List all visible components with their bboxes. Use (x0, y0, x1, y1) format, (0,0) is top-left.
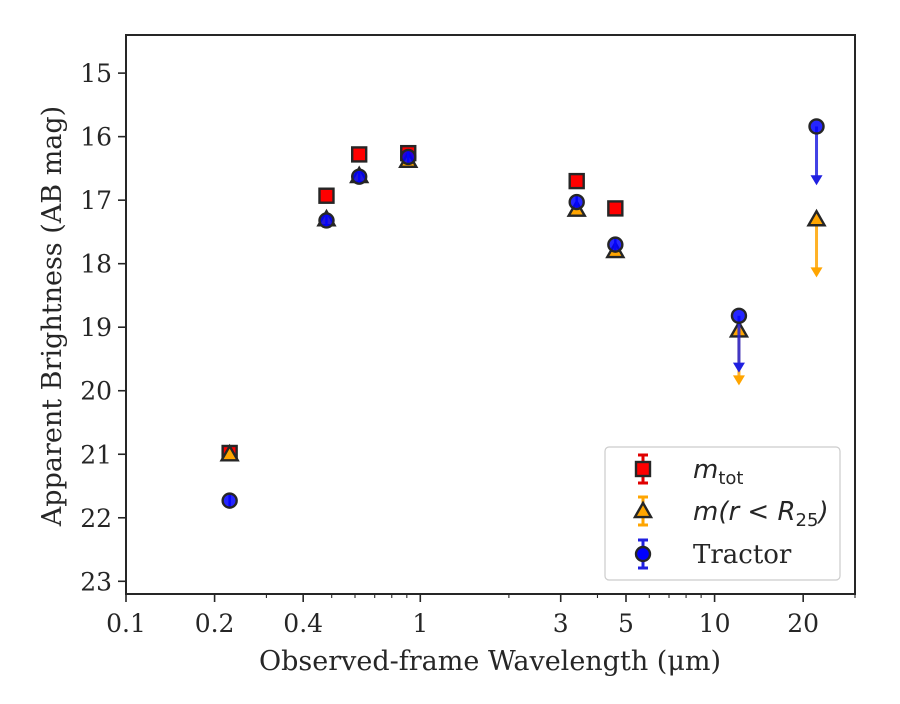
y-tick-label: 18 (80, 250, 112, 279)
data-point-circle (350, 168, 368, 185)
data-point-circle (221, 492, 238, 509)
upper-limit-arrowhead (732, 362, 745, 373)
legend-label: m(r < R25) (693, 497, 829, 531)
marks-layer (219, 118, 827, 509)
data-point-circle (400, 148, 417, 166)
data-point-circle (318, 212, 335, 229)
legend-label: Tractor (693, 540, 792, 570)
data-point-circle (607, 236, 624, 253)
data-point-circle (568, 193, 585, 211)
x-tick-label: 1 (412, 609, 428, 638)
data-point-square (350, 146, 368, 163)
legend-marker-circle (634, 545, 652, 563)
y-tick-label: 19 (80, 313, 112, 342)
series-triangle (219, 150, 827, 462)
data-point-circle (808, 118, 825, 135)
x-tick-label: 3 (553, 609, 569, 638)
legend-frame (604, 446, 841, 581)
x-tick-label: 0.4 (283, 609, 323, 638)
data-point-circle (730, 307, 748, 324)
series-circle (221, 118, 825, 509)
data-point-triangle (806, 208, 827, 227)
y-tick-label: 21 (80, 440, 112, 469)
data-point-square (607, 200, 624, 217)
data-point-square (568, 172, 585, 190)
plot-frame (125, 34, 856, 595)
upper-limit-arrowhead (810, 175, 823, 186)
upper-limit-arrowhead (732, 375, 745, 386)
legend: mtot m(r < R25) Tractor (604, 446, 841, 581)
upper-limit-arrowhead (810, 267, 823, 278)
x-tick-label: 20 (787, 609, 819, 638)
y-axis-label: Apparent Brightness (AB mag) (37, 106, 68, 527)
legend-label: mtot (693, 455, 743, 489)
series-square (221, 144, 624, 462)
x-tick-label: 10 (699, 609, 731, 638)
x-tick-label: 0.1 (106, 609, 146, 638)
y-tick-label: 16 (80, 123, 112, 152)
data-point-square (318, 187, 335, 204)
x-axis-label: Observed-frame Wavelength (μm) (259, 646, 721, 677)
y-tick-label: 23 (80, 567, 112, 596)
y-tick-label: 20 (80, 377, 112, 406)
x-tick-label: 5 (618, 609, 634, 638)
x-tick-label: 0.2 (195, 609, 235, 638)
y-tick-label: 22 (80, 504, 112, 533)
y-tick-label: 17 (80, 186, 112, 215)
legend-marker-triangle (632, 500, 654, 519)
data-point-triangle (219, 443, 240, 462)
legend-marker-square (634, 460, 652, 478)
y-tick-label: 15 (80, 59, 112, 88)
axes-layer: 0.1 0.2 0.4 1 3 5 10 20 15 16 17 18 19 20 21 22 23 (80, 34, 856, 638)
